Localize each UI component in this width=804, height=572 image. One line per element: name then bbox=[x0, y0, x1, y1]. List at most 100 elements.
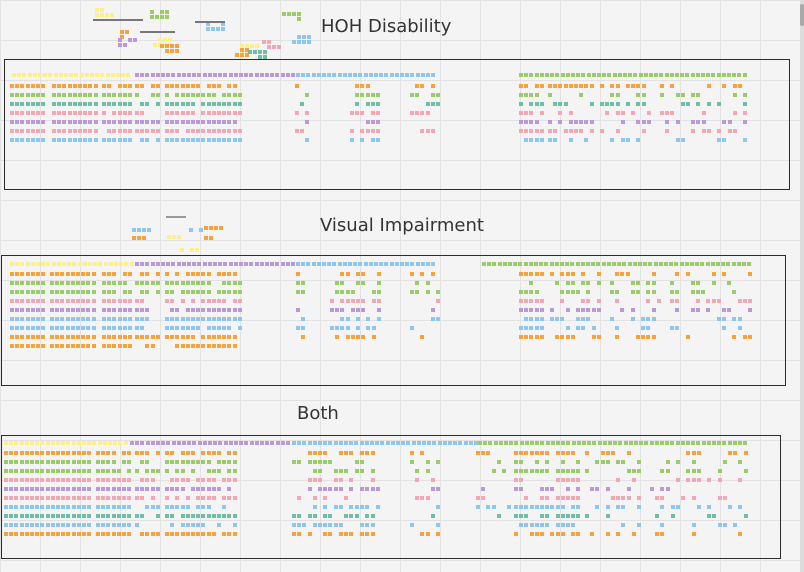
sticky-note[interactable] bbox=[155, 15, 159, 19]
sticky-note[interactable] bbox=[240, 44, 244, 48]
sticky-note[interactable] bbox=[170, 49, 174, 53]
sticky-note[interactable] bbox=[221, 22, 225, 26]
section-title-visual[interactable]: Visual Impairment bbox=[320, 215, 484, 236]
sticky-note[interactable] bbox=[245, 44, 249, 48]
sticky-note[interactable] bbox=[95, 8, 99, 12]
sticky-note[interactable] bbox=[245, 53, 249, 57]
sticky-note[interactable] bbox=[160, 15, 164, 19]
sticky-note[interactable] bbox=[100, 13, 104, 17]
sticky-note[interactable] bbox=[93, 19, 143, 21]
sticky-note[interactable] bbox=[147, 228, 151, 232]
sticky-note[interactable] bbox=[168, 43, 172, 47]
sticky-note[interactable] bbox=[235, 53, 239, 57]
sticky-note[interactable] bbox=[133, 38, 137, 42]
sticky-note[interactable] bbox=[158, 38, 162, 42]
sticky-note[interactable] bbox=[267, 45, 271, 49]
sticky-note[interactable] bbox=[167, 235, 171, 239]
sticky-note[interactable] bbox=[158, 43, 162, 47]
sticky-note[interactable] bbox=[137, 228, 141, 232]
sticky-note[interactable] bbox=[297, 17, 301, 21]
sticky-note[interactable] bbox=[120, 30, 124, 34]
sticky-note[interactable] bbox=[132, 228, 136, 232]
sticky-note[interactable] bbox=[292, 12, 296, 16]
sticky-note[interactable] bbox=[307, 35, 311, 39]
sticky-note[interactable] bbox=[214, 226, 218, 230]
sticky-note[interactable] bbox=[190, 248, 194, 252]
sticky-note[interactable] bbox=[100, 8, 104, 12]
sticky-note[interactable] bbox=[255, 49, 259, 53]
sticky-note[interactable] bbox=[240, 49, 244, 53]
sticky-note[interactable] bbox=[211, 27, 215, 31]
sticky-note[interactable] bbox=[204, 226, 208, 230]
sticky-note[interactable] bbox=[105, 13, 109, 17]
sticky-note[interactable] bbox=[142, 228, 146, 232]
sticky-note[interactable] bbox=[172, 235, 176, 239]
sticky-note[interactable] bbox=[248, 50, 252, 54]
sticky-note[interactable] bbox=[263, 50, 267, 54]
sticky-note[interactable] bbox=[206, 27, 210, 31]
sticky-note[interactable] bbox=[302, 35, 306, 39]
sticky-note[interactable] bbox=[123, 43, 127, 47]
sticky-note[interactable] bbox=[204, 236, 208, 240]
vertical-scrollbar[interactable] bbox=[800, 0, 804, 572]
sticky-note[interactable] bbox=[110, 13, 114, 17]
sticky-note[interactable] bbox=[240, 48, 244, 52]
sticky-note[interactable] bbox=[245, 48, 249, 52]
scrollbar-thumb[interactable] bbox=[800, 4, 804, 26]
sticky-note[interactable] bbox=[165, 15, 169, 19]
sticky-note[interactable] bbox=[175, 44, 179, 48]
sticky-note[interactable] bbox=[118, 38, 122, 42]
sticky-note[interactable] bbox=[142, 236, 146, 240]
sticky-note[interactable] bbox=[128, 38, 132, 42]
sticky-note[interactable] bbox=[282, 12, 286, 16]
sticky-note[interactable] bbox=[253, 50, 257, 54]
sticky-note[interactable] bbox=[262, 40, 266, 44]
sticky-note[interactable] bbox=[189, 228, 193, 232]
sticky-note[interactable] bbox=[160, 44, 164, 48]
sticky-note[interactable] bbox=[163, 43, 167, 47]
sticky-note[interactable] bbox=[216, 27, 220, 31]
sticky-note[interactable] bbox=[120, 35, 124, 39]
sticky-note[interactable] bbox=[292, 40, 296, 44]
sticky-note[interactable] bbox=[272, 45, 276, 49]
sticky-note[interactable] bbox=[240, 53, 244, 57]
sticky-note[interactable] bbox=[150, 15, 154, 19]
sticky-note[interactable] bbox=[170, 44, 174, 48]
sticky-note[interactable] bbox=[137, 236, 141, 240]
sticky-note[interactable] bbox=[180, 248, 184, 252]
sticky-note[interactable] bbox=[267, 40, 271, 44]
section-title-both[interactable]: Both bbox=[297, 403, 339, 424]
sticky-note[interactable] bbox=[175, 49, 179, 53]
sticky-note[interactable] bbox=[258, 50, 262, 54]
sticky-note[interactable] bbox=[206, 22, 210, 26]
sticky-note[interactable] bbox=[165, 10, 169, 14]
sticky-note[interactable] bbox=[297, 40, 301, 44]
sticky-note[interactable] bbox=[195, 21, 225, 23]
sticky-note[interactable] bbox=[165, 44, 169, 48]
sticky-note[interactable] bbox=[163, 38, 167, 42]
sticky-note[interactable] bbox=[209, 236, 213, 240]
sticky-note[interactable] bbox=[219, 226, 223, 230]
section-title-hoh[interactable]: HOH Disability bbox=[321, 16, 451, 37]
sticky-note[interactable] bbox=[150, 10, 154, 14]
sticky-note[interactable] bbox=[140, 31, 175, 33]
sticky-note[interactable] bbox=[287, 12, 291, 16]
sticky-note[interactable] bbox=[125, 30, 129, 34]
sticky-note[interactable] bbox=[250, 44, 254, 48]
frame-visual[interactable] bbox=[1, 255, 786, 386]
sticky-note[interactable] bbox=[221, 27, 225, 31]
sticky-note[interactable] bbox=[177, 235, 181, 239]
sticky-note[interactable] bbox=[166, 216, 186, 218]
sticky-note[interactable] bbox=[95, 13, 99, 17]
sticky-note[interactable] bbox=[209, 226, 213, 230]
sticky-note[interactable] bbox=[277, 45, 281, 49]
sticky-note[interactable] bbox=[297, 35, 301, 39]
sticky-note[interactable] bbox=[245, 49, 249, 53]
sticky-note[interactable] bbox=[153, 43, 157, 47]
sticky-note[interactable] bbox=[307, 40, 311, 44]
sticky-note[interactable] bbox=[165, 49, 169, 53]
sticky-note[interactable] bbox=[302, 40, 306, 44]
sticky-note[interactable] bbox=[168, 38, 172, 42]
frame-hoh[interactable] bbox=[4, 59, 790, 190]
